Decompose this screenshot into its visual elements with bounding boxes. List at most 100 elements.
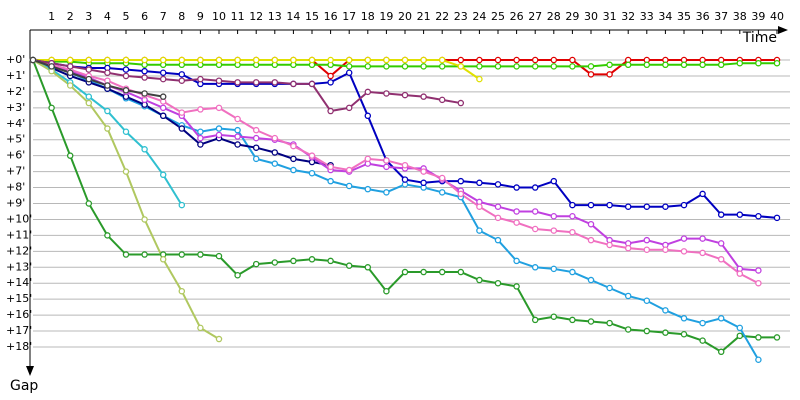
point xyxy=(569,268,576,276)
point xyxy=(420,268,427,276)
point xyxy=(624,61,632,69)
point xyxy=(476,75,483,83)
x-tick-label: 18 xyxy=(361,10,375,23)
point xyxy=(569,201,576,209)
point xyxy=(420,93,427,100)
point xyxy=(197,106,204,113)
y-tick-label: +4' xyxy=(6,117,25,130)
x-tick-label: 24 xyxy=(472,10,486,23)
point xyxy=(736,332,744,340)
point xyxy=(141,216,148,223)
point xyxy=(587,63,595,70)
point xyxy=(513,184,520,191)
point xyxy=(308,169,316,177)
point xyxy=(327,163,334,171)
point xyxy=(345,69,353,77)
y-tick-label: +12' xyxy=(6,244,32,257)
point xyxy=(550,213,558,220)
y-tick-label: +11' xyxy=(6,228,32,241)
point xyxy=(234,133,241,140)
x-tick-label: 4 xyxy=(104,10,111,23)
x-tick-label: 25 xyxy=(491,10,505,23)
point xyxy=(699,337,706,344)
point xyxy=(290,257,297,265)
x-tick-label: 33 xyxy=(640,10,654,23)
point xyxy=(717,61,725,69)
point xyxy=(141,90,148,97)
point xyxy=(438,96,446,104)
point xyxy=(178,56,186,64)
point xyxy=(550,177,558,185)
x-tick-label: 38 xyxy=(733,10,747,23)
point xyxy=(122,72,130,80)
point xyxy=(66,69,74,77)
point xyxy=(755,59,762,67)
point xyxy=(345,104,353,112)
x-tick-label: 7 xyxy=(160,10,167,23)
point xyxy=(457,177,465,185)
point xyxy=(624,244,632,252)
point xyxy=(569,56,576,64)
point xyxy=(364,185,372,193)
y-tick-label: +17' xyxy=(6,324,32,337)
point xyxy=(159,69,167,77)
x-tick-label: 29 xyxy=(565,10,579,23)
point xyxy=(104,125,111,132)
point xyxy=(587,318,595,325)
point xyxy=(197,141,204,148)
point xyxy=(271,134,279,142)
point xyxy=(85,93,93,100)
point xyxy=(606,284,613,292)
y-tick-label: +2' xyxy=(6,85,25,98)
point xyxy=(104,69,111,77)
y-tick-label: +13' xyxy=(6,260,32,273)
point xyxy=(773,59,781,67)
point xyxy=(513,219,520,226)
point xyxy=(178,251,186,258)
x-tick-label: 13 xyxy=(268,10,282,23)
x-tick-label: 32 xyxy=(621,10,635,23)
point xyxy=(141,74,148,81)
point xyxy=(606,241,613,249)
point xyxy=(178,77,186,84)
point xyxy=(290,56,297,64)
point xyxy=(606,71,613,78)
point xyxy=(271,149,279,156)
point xyxy=(308,80,316,88)
point xyxy=(438,174,446,182)
point xyxy=(327,177,334,185)
x-axis-arrow xyxy=(778,26,788,34)
point xyxy=(327,56,334,64)
y-tick-label: +16' xyxy=(6,308,32,321)
point xyxy=(104,107,111,115)
point xyxy=(513,283,520,290)
x-tick-label: 39 xyxy=(751,10,765,23)
point xyxy=(104,232,111,239)
point xyxy=(345,166,353,174)
point xyxy=(494,181,502,188)
series-line xyxy=(32,59,759,272)
point xyxy=(234,115,241,123)
point xyxy=(178,109,186,116)
x-tick-label: 11 xyxy=(231,10,245,23)
point xyxy=(438,268,446,276)
point xyxy=(290,142,297,150)
point xyxy=(457,99,465,107)
point xyxy=(85,75,93,83)
point xyxy=(457,190,465,198)
x-tick-label: 12 xyxy=(249,10,263,23)
point xyxy=(178,71,186,78)
point xyxy=(736,211,744,218)
x-tick-label: 10 xyxy=(212,10,226,23)
point xyxy=(662,203,669,210)
y-tick-label: +3' xyxy=(6,101,25,114)
point xyxy=(252,144,260,151)
x-tick-label: 26 xyxy=(510,10,524,23)
point xyxy=(252,260,260,268)
y-tick-label: +8' xyxy=(6,181,25,194)
point xyxy=(85,66,93,73)
point xyxy=(122,66,130,73)
point xyxy=(587,220,595,228)
point xyxy=(624,292,632,300)
point xyxy=(178,201,186,209)
